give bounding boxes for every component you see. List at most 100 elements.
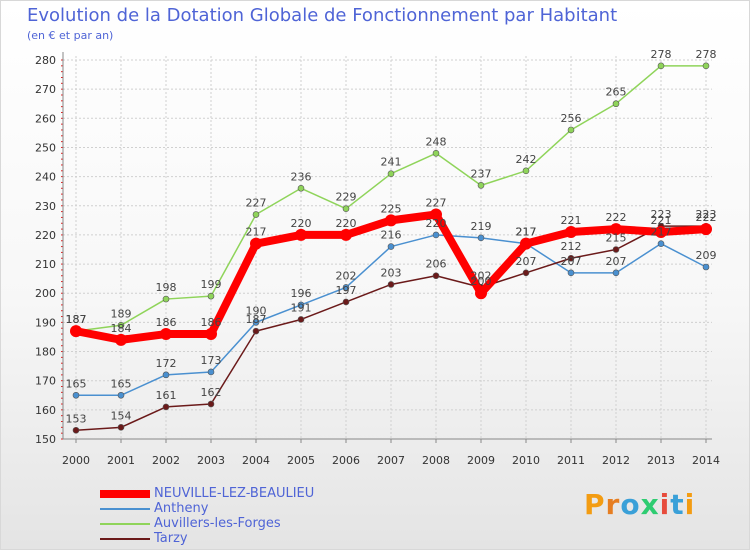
data-label: 207 xyxy=(606,255,627,268)
data-point xyxy=(72,426,80,434)
data-point xyxy=(115,333,127,346)
data-label: 154 xyxy=(111,409,132,422)
chart-title: Evolution de la Dotation Globale de Fonc… xyxy=(27,5,618,26)
data-point xyxy=(387,243,395,250)
data-point xyxy=(162,295,170,303)
data-label: 189 xyxy=(111,307,132,320)
data-label: 187 xyxy=(66,313,87,326)
data-point xyxy=(252,319,260,326)
data-label: 196 xyxy=(291,287,312,300)
data-point xyxy=(657,240,665,247)
data-label: 190 xyxy=(246,304,267,317)
data-point xyxy=(612,269,620,277)
data-point xyxy=(252,211,260,218)
x-tick-label: 2013 xyxy=(647,454,675,467)
legend-label: Auvillers-les-Forges xyxy=(154,516,281,531)
data-label: 219 xyxy=(471,220,492,233)
data-label: 187 xyxy=(246,313,267,326)
legend-swatch xyxy=(100,522,150,525)
y-tick-label: 240 xyxy=(35,171,56,184)
y-tick-label: 270 xyxy=(35,83,56,96)
grid xyxy=(63,56,712,440)
data-point xyxy=(162,403,170,411)
x-tick-label: 2007 xyxy=(377,454,405,467)
y-tick-label: 220 xyxy=(35,229,56,242)
logo-letter: o xyxy=(620,488,641,521)
data-point xyxy=(432,231,440,239)
legend-label: NEUVILLE-LEZ-BEAULIEU xyxy=(154,486,315,501)
data-point xyxy=(207,292,215,300)
data-label: 215 xyxy=(606,232,627,245)
data-label: 222 xyxy=(606,211,627,224)
data-label: 220 xyxy=(426,217,447,230)
y-tick-label: 230 xyxy=(35,200,56,213)
legend-swatch xyxy=(100,489,150,498)
logo-letter: P xyxy=(584,488,606,521)
data-label: 198 xyxy=(156,281,177,294)
data-point xyxy=(612,100,620,108)
data-point xyxy=(520,237,532,250)
data-point xyxy=(207,368,215,376)
data-point xyxy=(700,223,712,236)
data-point xyxy=(432,272,440,280)
legend-swatch xyxy=(100,507,150,510)
y-tick-label: 150 xyxy=(35,433,56,446)
x-tick-label: 2012 xyxy=(602,454,630,467)
data-label: 217 xyxy=(516,226,537,239)
data-point xyxy=(387,281,395,288)
data-label: 248 xyxy=(426,135,447,148)
logo-letter: x xyxy=(640,488,660,521)
y-tick-label: 170 xyxy=(35,375,56,388)
data-label: 197 xyxy=(336,284,357,297)
data-point xyxy=(342,205,350,212)
data-point xyxy=(477,182,485,189)
x-tick-label: 2000 xyxy=(62,454,90,467)
x-tick-label: 2006 xyxy=(332,454,360,467)
data-point xyxy=(297,316,305,323)
chart-subtitle: (en € et par an) xyxy=(27,29,114,42)
y-tick-label: 190 xyxy=(35,316,56,329)
data-label: 221 xyxy=(561,214,582,227)
data-label: 225 xyxy=(381,202,402,215)
data-label: 191 xyxy=(291,301,312,314)
data-label: 202 xyxy=(471,269,492,282)
data-label: 209 xyxy=(696,249,717,262)
data-label: 217 xyxy=(246,226,267,239)
y-tick-label: 200 xyxy=(35,287,56,300)
data-point xyxy=(567,126,575,134)
x-tick-label: 2002 xyxy=(152,454,180,467)
x-tick-label: 2011 xyxy=(557,454,585,467)
data-point xyxy=(432,149,440,157)
legend-swatch xyxy=(100,537,150,540)
x-tick-label: 2010 xyxy=(512,454,540,467)
data-label: 278 xyxy=(696,48,717,61)
data-point xyxy=(160,328,172,341)
x-tick-label: 2001 xyxy=(107,454,135,467)
data-label: 184 xyxy=(111,322,132,335)
data-point xyxy=(342,298,350,306)
data-label: 186 xyxy=(156,316,177,329)
data-label: 217 xyxy=(651,226,672,239)
y-tick-label: 250 xyxy=(35,141,56,154)
y-tick-label: 210 xyxy=(35,258,56,271)
data-point xyxy=(477,234,485,242)
data-point xyxy=(340,228,352,241)
data-point xyxy=(205,328,217,341)
logo-letter: r xyxy=(605,488,621,521)
data-point xyxy=(475,287,487,300)
data-label: 223 xyxy=(651,208,672,221)
y-tick-label: 180 xyxy=(35,346,56,359)
data-label: 241 xyxy=(381,156,402,169)
x-tick-label: 2003 xyxy=(197,454,225,467)
data-label: 217 xyxy=(516,226,537,239)
data-label: 237 xyxy=(471,167,492,180)
data-label: 199 xyxy=(201,278,222,291)
x-tick-label: 2014 xyxy=(692,454,720,467)
data-label: 165 xyxy=(111,377,132,390)
x-tick-label: 2009 xyxy=(467,454,495,467)
data-point xyxy=(297,301,305,309)
x-tick-label: 2005 xyxy=(287,454,315,467)
data-point xyxy=(117,321,125,329)
data-point xyxy=(387,170,395,177)
